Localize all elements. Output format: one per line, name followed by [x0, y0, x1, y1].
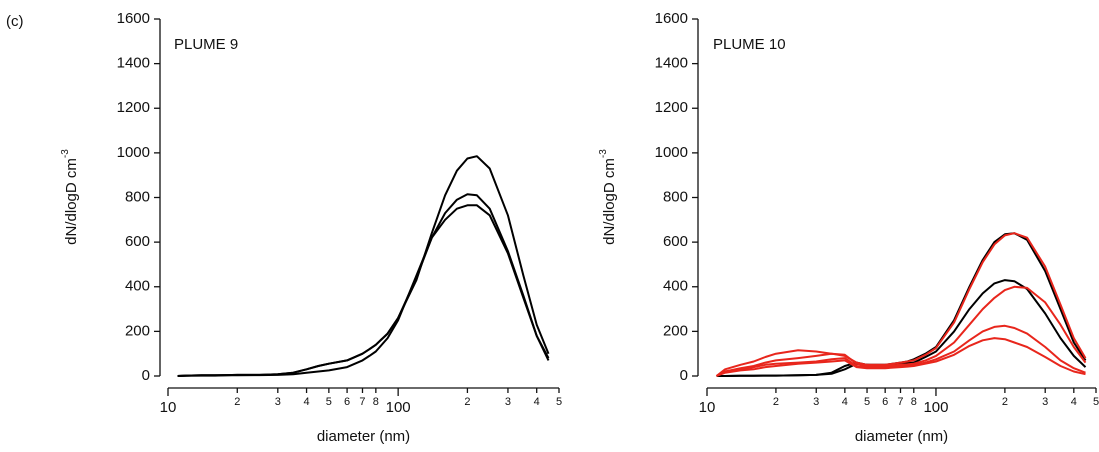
- x-tick-label: 4: [1071, 396, 1077, 408]
- x-tick-label: 5: [326, 396, 332, 408]
- x-tick-label: 3: [813, 396, 819, 408]
- y-axis-label-text: dN/dlogD cm: [63, 158, 80, 245]
- panel-label: (c): [6, 13, 24, 30]
- data-line: [177, 204, 550, 377]
- y-tick-label: 1600: [655, 10, 688, 27]
- y-tick-label: 1000: [117, 144, 150, 161]
- x-tick-label: 7: [897, 396, 903, 408]
- data-line: [716, 324, 1086, 377]
- x-tick-label: 2: [464, 396, 470, 408]
- annotation: PLUME 10: [713, 36, 786, 53]
- y-axis-label: dN/dlogD cm-3: [598, 149, 618, 245]
- data-line: [716, 337, 1086, 377]
- x-axis-label: diameter (nm): [855, 428, 948, 445]
- y-tick-label: 1400: [655, 55, 688, 72]
- x-axis-label: diameter (nm): [317, 428, 410, 445]
- y-tick-label: 1000: [655, 144, 688, 161]
- y-tick-label: 1200: [655, 99, 688, 116]
- annotation: PLUME 9: [174, 36, 238, 53]
- x-tick-label: 4: [534, 396, 540, 408]
- x-tick-label: 3: [275, 396, 281, 408]
- data-line: [177, 155, 550, 377]
- y-axis-label-sup: -3: [60, 149, 71, 158]
- data-line: [716, 285, 1087, 377]
- x-tick-label: 2: [773, 396, 779, 408]
- y-tick-label: 0: [142, 367, 150, 384]
- x-tick-label: 100: [923, 399, 948, 416]
- x-tick-label: 10: [699, 399, 716, 416]
- y-tick-label: 1600: [117, 10, 150, 27]
- y-tick-label: 0: [680, 367, 688, 384]
- x-tick-label: 8: [373, 396, 379, 408]
- x-tick-label: 8: [911, 396, 917, 408]
- y-tick-label: 1400: [117, 55, 150, 72]
- y-tick-label: 200: [663, 322, 688, 339]
- x-tick-label: 2: [234, 396, 240, 408]
- y-tick-label: 1200: [117, 99, 150, 116]
- y-tick-label: 600: [125, 233, 150, 250]
- y-tick-label: 800: [663, 188, 688, 205]
- x-tick-label: 100: [386, 399, 411, 416]
- y-tick-label: 400: [663, 278, 688, 295]
- x-tick-label: 3: [1042, 396, 1048, 408]
- y-axis-label: dN/dlogD cm-3: [60, 149, 80, 245]
- x-tick-label: 10: [160, 399, 177, 416]
- x-tick-label: 7: [359, 396, 365, 408]
- x-tick-label: 5: [556, 396, 562, 408]
- y-tick-label: 400: [125, 278, 150, 295]
- x-tick-label: 4: [842, 396, 848, 408]
- x-tick-label: 4: [303, 396, 309, 408]
- data-line: [716, 279, 1087, 377]
- x-tick-label: 6: [344, 396, 350, 408]
- y-axis-label-text: dN/dlogD cm: [601, 158, 618, 245]
- y-tick-label: 800: [125, 188, 150, 205]
- x-tick-label: 5: [1093, 396, 1099, 408]
- data-line: [715, 232, 1087, 377]
- x-tick-label: 3: [505, 396, 511, 408]
- y-tick-label: 200: [125, 322, 150, 339]
- x-tick-label: 6: [882, 396, 888, 408]
- x-tick-label: 5: [864, 396, 870, 408]
- y-tick-label: 600: [663, 233, 688, 250]
- x-tick-label: 2: [1002, 396, 1008, 408]
- y-axis-label-sup: -3: [598, 149, 609, 158]
